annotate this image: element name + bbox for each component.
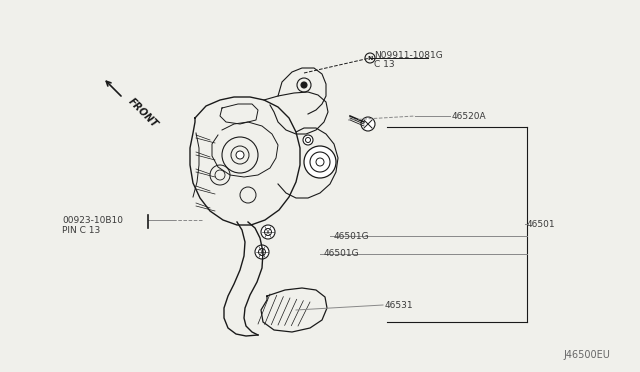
Circle shape [304, 146, 336, 178]
Text: 46501: 46501 [527, 219, 556, 228]
Text: 46501G: 46501G [324, 250, 360, 259]
Text: 46520A: 46520A [452, 112, 486, 121]
Circle shape [303, 135, 313, 145]
Circle shape [255, 245, 269, 259]
Text: C 13: C 13 [374, 60, 395, 68]
Text: J46500EU: J46500EU [563, 350, 610, 360]
Text: 46501G: 46501G [334, 231, 370, 241]
Circle shape [236, 151, 244, 159]
Text: FRONT: FRONT [126, 96, 159, 129]
Text: N: N [367, 55, 372, 61]
Circle shape [361, 117, 375, 131]
Text: N09911-1081G: N09911-1081G [374, 51, 443, 60]
Circle shape [301, 82, 307, 88]
Circle shape [365, 53, 375, 63]
Text: 00923-10B10: 00923-10B10 [62, 215, 123, 224]
Circle shape [261, 225, 275, 239]
Text: PIN C 13: PIN C 13 [62, 225, 100, 234]
Text: 46531: 46531 [385, 301, 413, 310]
